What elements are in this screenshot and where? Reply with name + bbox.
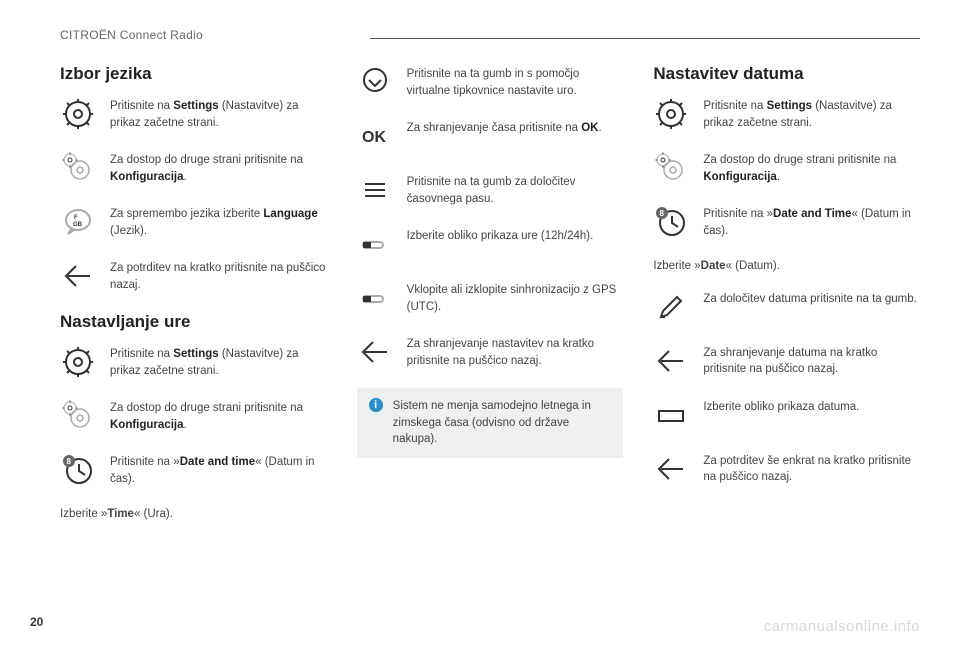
info-box: i Sistem ne menja samodejno letnega in z… bbox=[357, 388, 624, 458]
row: Za shranjevanje datuma na kratko pritisn… bbox=[653, 343, 920, 379]
row: Pritisnite na Settings (Nastavitve) za p… bbox=[60, 344, 327, 380]
instruction-text: Za spremembo jezika izberite Language (J… bbox=[110, 204, 327, 239]
instruction-text: Izberite »Time« (Ura). bbox=[60, 506, 327, 523]
row: Za potrditev še enkrat na kratko pritisn… bbox=[653, 451, 920, 487]
instruction-text: Za dostop do druge strani pritisnite na … bbox=[110, 150, 327, 185]
row: Pritisnite na ta gumb za določitev časov… bbox=[357, 172, 624, 208]
watermark: carmanualsonline.info bbox=[764, 618, 920, 635]
gear-icon bbox=[60, 344, 96, 380]
row: Pritisnite na Settings (Nastavitve) za p… bbox=[653, 96, 920, 132]
gear-small-icon bbox=[653, 150, 689, 186]
row: Za določitev datuma pritisnite na ta gum… bbox=[653, 289, 920, 325]
row: Za shranjevanje nastavitev na kratko pri… bbox=[357, 334, 624, 370]
instruction-text: Za shranjevanje datuma na kratko pritisn… bbox=[703, 343, 920, 378]
heading-nastavitev-datuma: Nastavitev datuma bbox=[653, 64, 920, 84]
ok-icon bbox=[357, 118, 393, 154]
row: Izberite obliko prikaza datuma. bbox=[653, 397, 920, 433]
row: Pritisnite na »Date and Time« (Datum in … bbox=[653, 204, 920, 240]
row: Za dostop do druge strani pritisnite na … bbox=[60, 150, 327, 186]
toggle-icon bbox=[357, 280, 393, 316]
doc-header: CITROËN Connect Radio bbox=[60, 28, 920, 42]
back-arrow-icon bbox=[653, 343, 689, 379]
instruction-text: Za dostop do druge strani pritisnite na … bbox=[703, 150, 920, 185]
instruction-text: Izberite »Date« (Datum). bbox=[653, 258, 920, 275]
info-text: Sistem ne menja samodejno letnega in zim… bbox=[393, 398, 612, 448]
instruction-text: Vklopite ali izklopite sinhronizacijo z … bbox=[407, 280, 624, 315]
instruction-text: Pritisnite na Settings (Nastavitve) za p… bbox=[110, 344, 327, 379]
clock-badge-icon bbox=[60, 452, 96, 488]
info-icon: i bbox=[369, 398, 383, 412]
row: Pritisnite na Settings (Nastavitve) za p… bbox=[60, 96, 327, 132]
row: Za dostop do druge strani pritisnite na … bbox=[653, 150, 920, 186]
back-arrow-icon bbox=[653, 451, 689, 487]
row: Za dostop do druge strani pritisnite na … bbox=[60, 398, 327, 434]
col-1: Izbor jezika Pritisnite na Settings (Nas… bbox=[60, 64, 327, 537]
instruction-text: Za potrditev še enkrat na kratko pritisn… bbox=[703, 451, 920, 486]
row: Izberite obliko prikaza ure (12h/24h). bbox=[357, 226, 624, 262]
heading-nastavljanje-ure: Nastavljanje ure bbox=[60, 312, 327, 332]
instruction-text: Pritisnite na ta gumb za določitev časov… bbox=[407, 172, 624, 207]
gear-icon bbox=[60, 96, 96, 132]
row: Pritisnite na ta gumb in s pomočjo virtu… bbox=[357, 64, 624, 100]
instruction-text: Pritisnite na Settings (Nastavitve) za p… bbox=[110, 96, 327, 131]
rectangle-icon bbox=[653, 397, 689, 433]
manual-page: CITROËN Connect Radio Izbor jezika Priti… bbox=[0, 0, 960, 649]
instruction-text: Pritisnite na »Date and Time« (Datum in … bbox=[703, 204, 920, 239]
back-arrow-icon bbox=[60, 258, 96, 294]
language-icon bbox=[60, 204, 96, 240]
gear-small-icon bbox=[60, 398, 96, 434]
row: Za spremembo jezika izberite Language (J… bbox=[60, 204, 327, 240]
instruction-text: Izberite obliko prikaza ure (12h/24h). bbox=[407, 226, 594, 245]
instruction-text: Za shranjevanje nastavitev na kratko pri… bbox=[407, 334, 624, 369]
instruction-text: Za shranjevanje časa pritisnite na OK. bbox=[407, 118, 602, 137]
gear-small-icon bbox=[60, 150, 96, 186]
columns: Izbor jezika Pritisnite na Settings (Nas… bbox=[60, 64, 920, 537]
instruction-text: Za dostop do druge strani pritisnite na … bbox=[110, 398, 327, 433]
page-number: 20 bbox=[30, 615, 43, 629]
col-2: Pritisnite na ta gumb in s pomočjo virtu… bbox=[357, 64, 624, 537]
header-rule bbox=[370, 38, 920, 39]
row: Za potrditev na kratko pritisnite na puš… bbox=[60, 258, 327, 294]
row: Pritisnite na »Date and time« (Datum in … bbox=[60, 452, 327, 488]
pencil-icon bbox=[653, 289, 689, 325]
row: Za shranjevanje časa pritisnite na OK. bbox=[357, 118, 624, 154]
clock-down-icon bbox=[357, 64, 393, 100]
row: Vklopite ali izklopite sinhronizacijo z … bbox=[357, 280, 624, 316]
clock-badge-icon bbox=[653, 204, 689, 240]
instruction-text: Pritisnite na »Date and time« (Datum in … bbox=[110, 452, 327, 487]
instruction-text: Izberite obliko prikaza datuma. bbox=[703, 397, 859, 416]
instruction-text: Za določitev datuma pritisnite na ta gum… bbox=[703, 289, 917, 308]
instruction-text: Pritisnite na ta gumb in s pomočjo virtu… bbox=[407, 64, 624, 99]
heading-izbor-jezika: Izbor jezika bbox=[60, 64, 327, 84]
col-3: Nastavitev datuma Pritisnite na Settings… bbox=[653, 64, 920, 537]
instruction-text: Pritisnite na Settings (Nastavitve) za p… bbox=[703, 96, 920, 131]
back-arrow-icon bbox=[357, 334, 393, 370]
instruction-text: Za potrditev na kratko pritisnite na puš… bbox=[110, 258, 327, 293]
menu-icon bbox=[357, 172, 393, 208]
gear-icon bbox=[653, 96, 689, 132]
toggle-icon bbox=[357, 226, 393, 262]
